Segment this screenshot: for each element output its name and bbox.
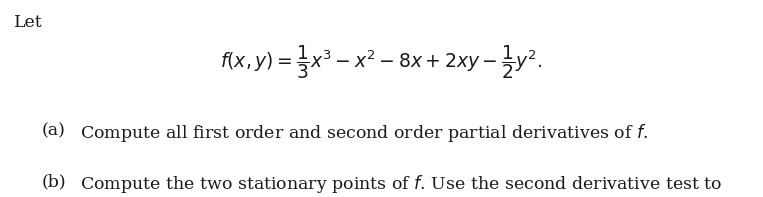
Text: Let: Let — [14, 14, 43, 31]
Text: Compute all first order and second order partial derivatives of $f$.: Compute all first order and second order… — [80, 122, 649, 144]
Text: (b): (b) — [42, 173, 66, 190]
Text: Compute the two stationary points of $f$. Use the second derivative test to: Compute the two stationary points of $f$… — [80, 173, 723, 195]
Text: $f(x, y) = \dfrac{1}{3}x^3 - x^2 - 8x + 2xy - \dfrac{1}{2}y^2.$: $f(x, y) = \dfrac{1}{3}x^3 - x^2 - 8x + … — [221, 43, 542, 81]
Text: (a): (a) — [42, 122, 66, 139]
